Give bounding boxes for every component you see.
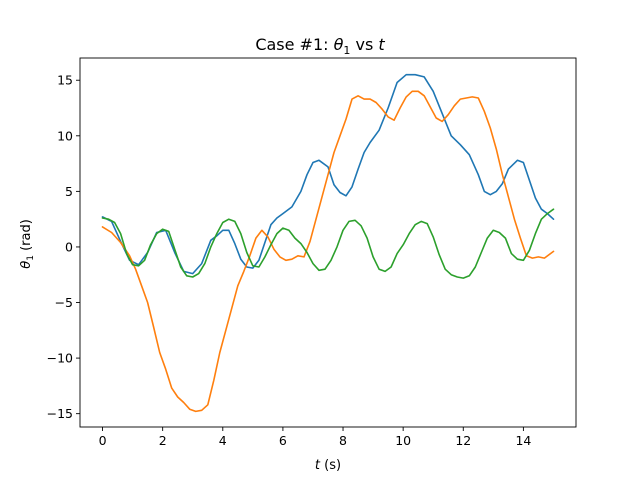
x-tick-label: 8	[339, 433, 347, 448]
y-axis-label-unit: (rad)	[19, 219, 34, 255]
y-axis-label-symbol: θ	[19, 261, 34, 269]
series-line-2	[101, 90, 555, 413]
x-tick-label: 10	[395, 433, 411, 448]
y-ticks: −15 −10 −5 0 5 10 15	[47, 73, 80, 421]
plot-frame	[79, 57, 577, 428]
y-tick-label: 5	[65, 184, 73, 199]
x-tick-label: 0	[99, 433, 107, 448]
x-tick-label: 14	[515, 433, 531, 448]
y-tick-label: 0	[65, 239, 73, 254]
y-axis-label: θ1 (rad)	[19, 219, 36, 269]
x-axis-label-var: t	[315, 458, 321, 473]
series-layer	[101, 73, 555, 413]
y-tick-label: −10	[47, 351, 73, 366]
y-tick-label: −5	[55, 295, 73, 310]
series-line-3	[101, 208, 555, 279]
chart-title-prefix: Case #1:	[255, 35, 333, 54]
chart-title-var: t	[378, 35, 385, 54]
series-line-1	[101, 73, 555, 275]
chart-title: Case #1: θ1 vs t	[255, 35, 385, 57]
x-axis-label: t (s)	[315, 458, 341, 473]
y-tick-label: 15	[57, 73, 73, 88]
chart-title-subscript: 1	[343, 44, 350, 57]
x-tick-label: 2	[159, 433, 167, 448]
x-ticks: 0 2 4 6 8 10 12 14	[99, 427, 531, 448]
chart-title-symbol: θ	[334, 35, 344, 54]
x-tick-label: 12	[455, 433, 471, 448]
y-tick-label: −15	[47, 406, 73, 421]
x-tick-label: 4	[219, 433, 227, 448]
chart-title-suffix: vs	[350, 35, 378, 54]
y-axis-label-subscript: 1	[26, 255, 36, 261]
x-axis-label-unit: (s)	[320, 458, 341, 473]
x-tick-label: 6	[279, 433, 287, 448]
y-tick-label: 10	[57, 128, 73, 143]
